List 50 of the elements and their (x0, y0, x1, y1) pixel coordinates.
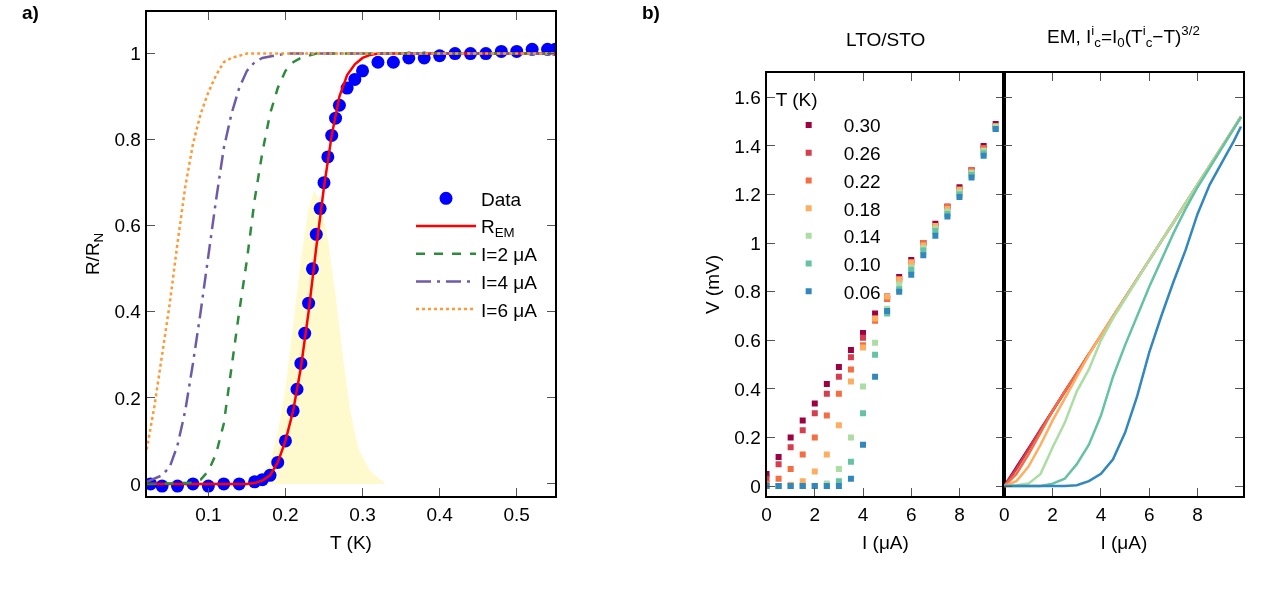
y-tick-label: 0.4 (734, 378, 762, 400)
x-tick-label: 6 (1143, 503, 1155, 525)
y-tick-label: 0.2 (734, 427, 761, 449)
legend-label: 0.30 (843, 115, 881, 137)
x-axis-title: I (μA) (862, 532, 909, 554)
y-tick-label: 0.4 (114, 301, 142, 323)
legend-label: 0.26 (843, 143, 881, 165)
y-tick-label: 0.8 (734, 281, 761, 303)
y-tick-label: 1.2 (734, 184, 761, 206)
x-tick-label: 0.5 (503, 503, 530, 525)
y-tick-label: 0.6 (114, 215, 141, 237)
x-tick-label: 2 (1047, 503, 1058, 525)
text: a) (22, 2, 39, 23)
x-tick-label: 8 (954, 503, 965, 525)
legend-title: T (K) (775, 89, 818, 111)
x-tick-label: 0.1 (195, 503, 222, 525)
y-tick-label: 1.6 (734, 87, 761, 108)
legend-label: 0.14 (843, 226, 882, 248)
y-tick-label: 0.8 (114, 129, 141, 151)
x-axis-title: T (K) (330, 532, 372, 554)
y-tick-label: 0 (750, 475, 761, 497)
chart-title: EM, I$^{i}$$_{c}$=I$_{0}$(T$^{i}$$_{c}$−T)$^{3/2}$ (1047, 23, 1200, 50)
x-tick-label: 4 (857, 503, 869, 525)
y-tick-label: 0.6 (734, 329, 761, 351)
y-tick-label: 1.4 (734, 135, 762, 157)
x-tick-label: 0.2 (272, 503, 299, 525)
x-tick-label: 0.3 (349, 503, 376, 525)
legend-label: I=2 μA (481, 244, 538, 266)
legend-label: 0.22 (843, 170, 881, 192)
y-tick-label: 1 (130, 43, 141, 65)
x-tick-label: 0.4 (426, 503, 454, 525)
legend-label: 0.18 (843, 198, 881, 220)
legend-label: I=6 μA (481, 299, 538, 321)
y-tick-label: 0.2 (114, 387, 141, 409)
y-axis-title: V (mV) (701, 254, 723, 315)
x-tick-label: 4 (1095, 503, 1107, 525)
x-tick-label: 8 (1192, 503, 1203, 525)
x-tick-label: 0 (999, 503, 1010, 525)
legend-label: 0.06 (843, 281, 881, 303)
legend-label: I=4 μA (481, 271, 538, 293)
legend-label: 0.10 (843, 253, 881, 275)
y-tick-label: 0 (130, 473, 141, 495)
y-tick-label: 1 (750, 232, 761, 254)
x-tick-label: 6 (905, 503, 917, 525)
legend-label: Data (481, 188, 522, 210)
chart-title: LTO/STO (846, 29, 926, 50)
legend-label: R$_{EM}$ (481, 216, 515, 241)
x-axis-title: I (μA) (1100, 532, 1148, 554)
x-tick-label: 2 (809, 503, 821, 525)
text: b) (642, 2, 660, 23)
